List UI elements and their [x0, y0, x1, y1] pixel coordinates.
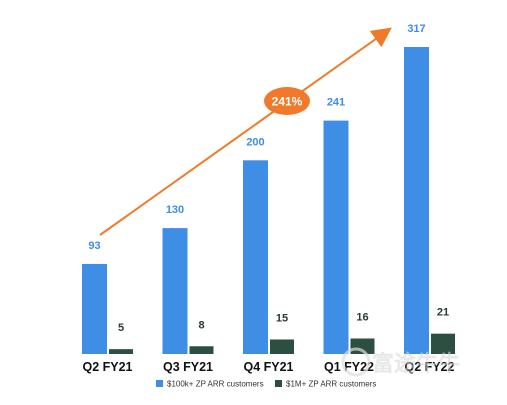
watermark: 富途牛牛	[341, 347, 460, 377]
legend-label-primary: $100k+ ZP ARR customers	[167, 380, 264, 389]
x-tick-label: Q2 FY22	[404, 360, 454, 374]
bars-layer	[82, 47, 455, 354]
data-label-primary: 200	[246, 136, 264, 148]
data-label-primary: 130	[166, 204, 184, 216]
bar-primary	[323, 120, 349, 354]
growth-badge	[264, 87, 310, 115]
watermark-label: 富途牛牛	[372, 351, 460, 376]
data-label-secondary: 8	[198, 319, 204, 331]
labels-layer: 93 5 Q2 FY21 130 8 Q3 FY21 200 15 Q4 FY21 241 16 Q1…	[82, 23, 454, 374]
bar-primary	[162, 228, 188, 354]
watermark-logo-icon	[341, 347, 371, 377]
legend-swatch-secondary	[275, 380, 282, 387]
bar-secondary	[270, 339, 294, 354]
x-tick-label: Q3 FY21	[163, 360, 213, 374]
bar-secondary	[431, 333, 455, 354]
data-label-primary: 241	[327, 97, 345, 109]
bar-primary	[404, 47, 429, 354]
data-label-secondary: 5	[118, 322, 124, 334]
x-tick-label: Q4 FY21	[243, 360, 293, 374]
data-label-primary: 317	[407, 23, 425, 35]
bar-primary	[82, 263, 107, 354]
bar-primary	[243, 160, 268, 354]
data-label-primary: 93	[88, 240, 100, 252]
legend-swatch-primary	[156, 380, 163, 387]
data-label-secondary: 15	[276, 312, 288, 324]
x-tick-label: Q1 FY22	[324, 360, 374, 374]
x-tick-label: Q2 FY21	[82, 360, 132, 374]
legend: $100k+ ZP ARR customers $1M+ ZP ARR custo…	[156, 380, 376, 389]
legend-label-secondary: $1M+ ZP ARR customers	[286, 380, 376, 389]
bar-secondary	[189, 346, 214, 354]
growth-arrow	[99, 27, 392, 236]
growth-annotation: 241%	[99, 27, 392, 236]
data-label-secondary: 21	[437, 307, 449, 319]
growth-badge-label: 241%	[272, 95, 303, 109]
data-label-secondary: 16	[356, 312, 368, 324]
bar-secondary	[109, 349, 133, 354]
